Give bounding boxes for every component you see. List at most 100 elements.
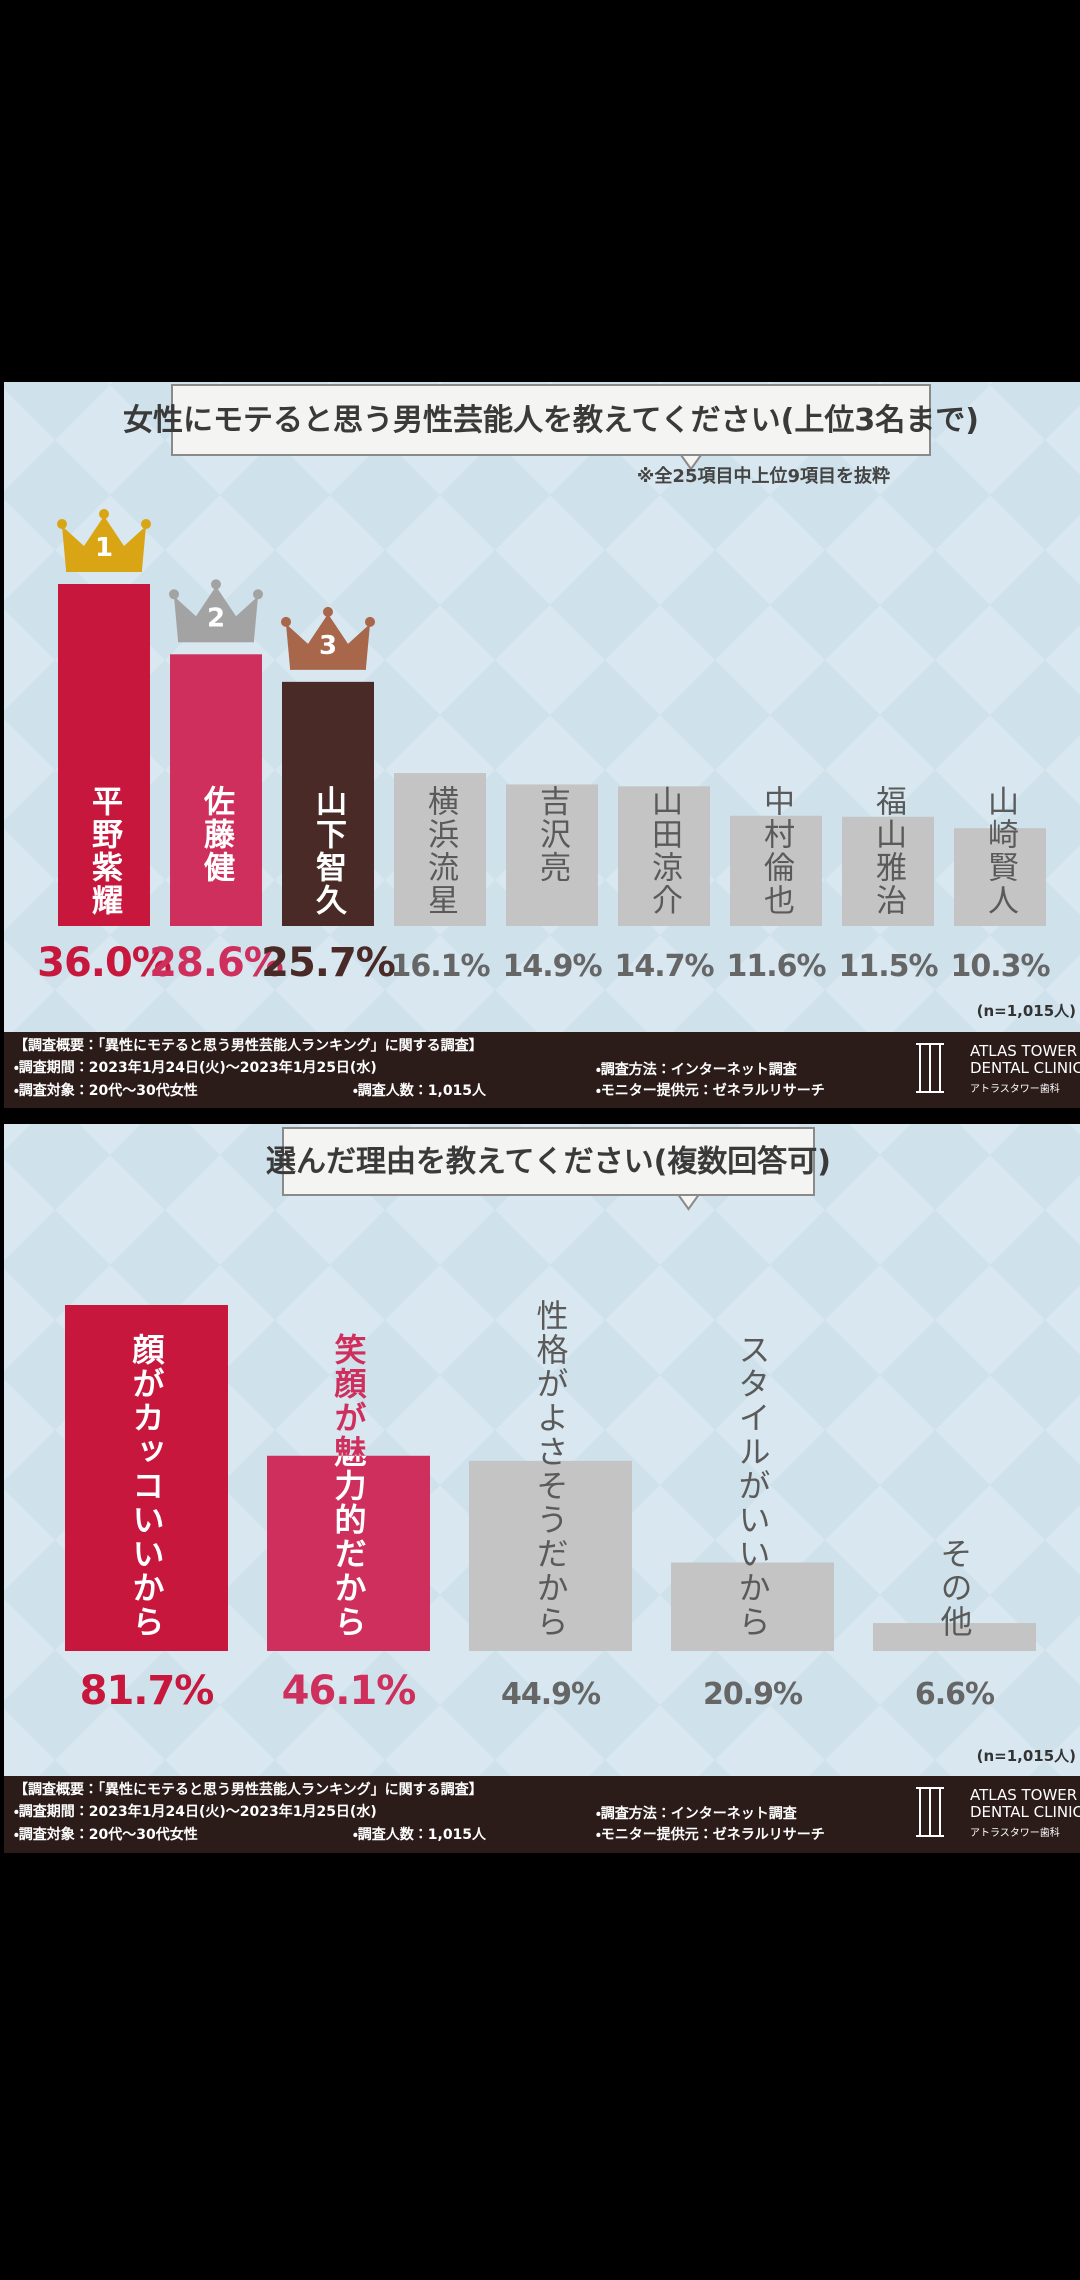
value-label: 11.5% <box>838 949 938 984</box>
value-label: 14.7% <box>614 949 714 984</box>
category-label: 吉沢亮 <box>534 785 570 884</box>
value-label: 36.0% <box>37 940 171 986</box>
category-label: 佐藤健 <box>198 785 236 884</box>
rank-label: 3 <box>319 631 337 661</box>
crown-jewel <box>211 579 221 590</box>
category-label: 顔がカッコいいから <box>128 1333 166 1639</box>
category-label: 笑顔が魅力的だから <box>330 1332 368 1639</box>
category-label: 顔がカッコいいから <box>128 1333 166 1639</box>
survey-text: ・調査対象：20代〜30代女性 <box>14 1082 198 1099</box>
survey-footer <box>4 1032 1080 1108</box>
category-label: 性格がよさそうだから <box>532 1299 570 1639</box>
value-label: 11.6% <box>726 949 826 984</box>
logo-mark <box>916 1787 944 1837</box>
value-label: 10.3% <box>950 949 1050 984</box>
crown-band <box>178 634 254 643</box>
crown-jewel <box>281 616 291 627</box>
category-label: 佐藤健 <box>198 785 236 884</box>
crown-jewel <box>169 589 179 600</box>
survey-text: ・調査対象：20代〜30代女性 <box>14 1826 198 1843</box>
bar <box>671 1562 834 1651</box>
crown-jewel <box>253 589 263 600</box>
chart-title: 選んだ理由を教えてください(複数回答可) <box>266 1145 831 1180</box>
bar <box>842 816 934 926</box>
bar <box>394 773 486 926</box>
survey-text: ・モニター提供元：ゼネラルリサーチ <box>596 1826 825 1843</box>
value-label: 46.1% <box>282 1668 416 1714</box>
crown-band <box>290 661 366 670</box>
logo-text: ATLAS TOWER <box>970 1042 1077 1060</box>
value-label: 81.7% <box>80 1668 214 1714</box>
crown <box>174 586 258 641</box>
logo-text: ATLAS TOWER <box>970 1786 1077 1804</box>
chart-panel: 女性にモテると思う男性芸能人を教えてください(上位3名まで) ※全25項目中上位9… <box>4 382 1080 1108</box>
rank-label: 1 <box>95 533 113 563</box>
value-label: 20.9% <box>703 1677 803 1712</box>
survey-text: ・調査方法：インターネット調査 <box>596 1805 798 1822</box>
chart-panel: 選んだ理由を教えてください(複数回答可)(n=1,015人)顔がカッコいいから顔… <box>4 1124 1080 1853</box>
category-label: 山下智久 <box>310 785 347 917</box>
bar <box>506 784 598 926</box>
crown <box>286 613 370 668</box>
value-label: 6.6% <box>915 1677 995 1712</box>
category-label: その他 <box>936 1537 974 1639</box>
crown-jewel <box>365 616 375 627</box>
category-label: 平野紫耀 <box>86 785 123 917</box>
category-label: 笑顔が魅力的だから <box>330 1332 368 1639</box>
sample-note: (n=1,015人) <box>977 1002 1076 1020</box>
survey-text: ・調査期間：2023年1月24日(火)〜2023年1月25日(水) <box>14 1059 377 1076</box>
bar <box>873 1623 1036 1651</box>
survey-footer <box>4 1776 1080 1853</box>
panel-background <box>4 382 1080 1032</box>
title-pointer <box>676 1194 701 1211</box>
logo-subtext: アトラスタワー歯科 <box>970 1826 1060 1839</box>
bar <box>58 584 150 926</box>
bar <box>730 815 822 926</box>
survey-text: ・モニター提供元：ゼネラルリサーチ <box>596 1082 825 1099</box>
sample-note: (n=1,015人) <box>977 1747 1076 1765</box>
bar <box>267 1455 430 1651</box>
category-label: 山崎賢人 <box>982 785 1018 917</box>
value-label: 28.6% <box>149 940 283 986</box>
category-label: 福山雅治 <box>870 785 907 917</box>
chart-note: ※全25項目中上位9項目を抜粋 <box>637 465 890 487</box>
crown-jewel <box>57 519 67 529</box>
chart-title: 女性にモテると思う男性芸能人を教えてください(上位3名まで) <box>123 403 979 438</box>
value-label: 44.9% <box>501 1677 601 1712</box>
crown <box>62 516 146 570</box>
crown-band <box>66 564 142 572</box>
category-label: スタイルがいいから <box>734 1333 772 1639</box>
value-label: 16.1% <box>390 949 490 984</box>
survey-text: ・調査人数：1,015人 <box>353 1082 487 1099</box>
logo-text: DENTAL CLINIC <box>970 1059 1080 1077</box>
bar <box>170 654 262 926</box>
value-label: 14.9% <box>502 949 602 984</box>
bar <box>618 786 710 926</box>
category-label: 平野紫耀 <box>86 785 123 917</box>
title-bubble <box>171 384 931 456</box>
survey-text: ・調査人数：1,015人 <box>353 1826 487 1843</box>
bar <box>282 681 374 926</box>
rank-label: 2 <box>207 603 225 633</box>
category-label: 横浜流星 <box>422 785 459 917</box>
survey-text: 【調査概要：「異性にモテると思う男性芸能人ランキング」に関する調査】 <box>14 1037 483 1054</box>
survey-text: ・調査方法：インターネット調査 <box>596 1061 798 1078</box>
logo-text: DENTAL CLINIC <box>970 1803 1080 1821</box>
logo-mark <box>916 1043 944 1093</box>
survey-text: ・調査期間：2023年1月24日(火)〜2023年1月25日(水) <box>14 1803 377 1820</box>
crown-jewel <box>323 606 333 617</box>
crown-jewel <box>99 509 109 519</box>
bar <box>954 828 1046 926</box>
survey-text: 【調査概要：「異性にモテると思う男性芸能人ランキング」に関する調査】 <box>14 1781 483 1798</box>
bar <box>65 1305 228 1651</box>
category-label: 中村倫也 <box>758 785 795 917</box>
category-label: 山下智久 <box>310 785 347 917</box>
category-label: 山田涼介 <box>646 785 682 917</box>
crown-jewel <box>141 519 151 529</box>
value-label: 25.7% <box>261 940 395 986</box>
title-pointer <box>679 454 703 471</box>
title-bubble <box>282 1127 815 1196</box>
logo-subtext: アトラスタワー歯科 <box>970 1082 1060 1095</box>
